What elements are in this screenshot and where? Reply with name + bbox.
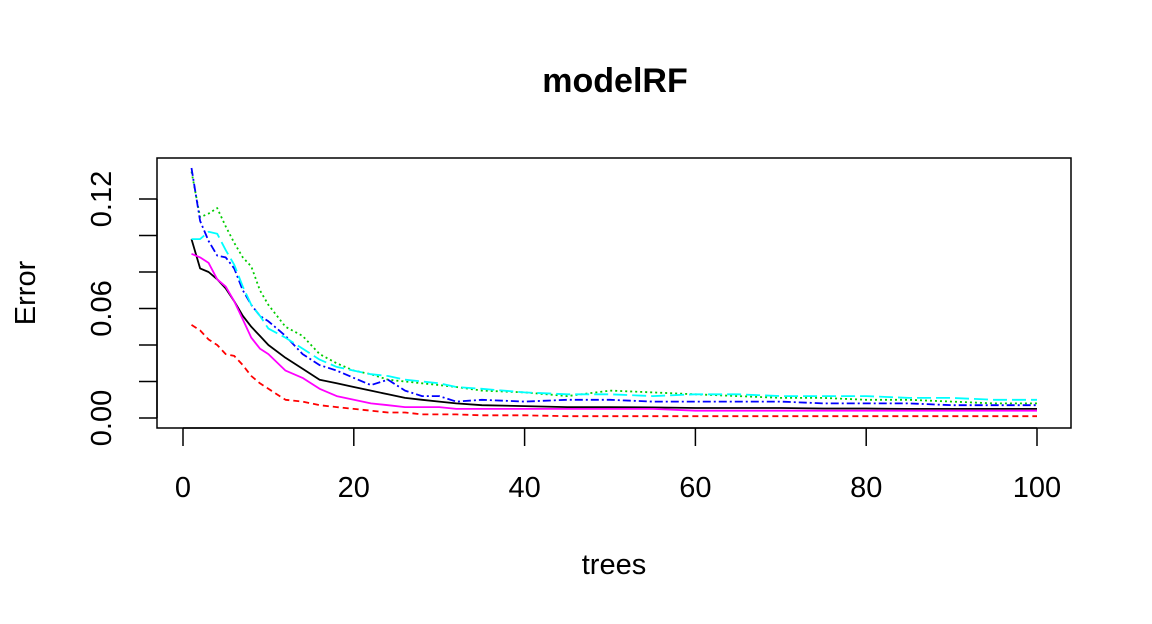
x-tick-label: 20 <box>338 472 370 504</box>
chart-title: modelRF <box>542 62 687 100</box>
series-layer <box>190 167 1037 418</box>
x-tick-label: 40 <box>508 472 540 504</box>
series-line-4 <box>190 167 1037 407</box>
series-line-3 <box>190 171 1037 405</box>
y-tick-label: 0.00 <box>86 390 118 446</box>
plot-box <box>156 157 1072 429</box>
y-tick-label: 0.12 <box>86 171 118 227</box>
y-axis-label: Error <box>10 260 42 325</box>
y-tick-label: 0.06 <box>86 280 118 336</box>
series-line-5 <box>191 230 1037 401</box>
x-tick-label: 0 <box>175 472 191 504</box>
x-tick-label: 80 <box>850 472 882 504</box>
x-tick-label: 100 <box>1013 472 1061 504</box>
series-line-1 <box>190 238 1037 410</box>
x-axis-label: trees <box>582 549 646 581</box>
series-line-6 <box>191 252 1037 412</box>
x-tick-label: 60 <box>679 472 711 504</box>
x-axis: 0 20 40 60 80 100 <box>175 427 1061 504</box>
series-line-2 <box>191 324 1037 418</box>
y-axis: 0.00 0.06 0.12 <box>86 171 158 446</box>
